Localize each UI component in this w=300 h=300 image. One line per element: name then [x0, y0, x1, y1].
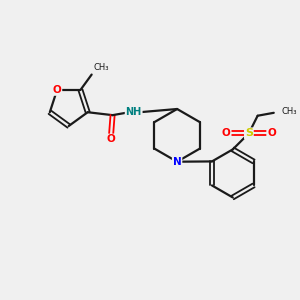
Text: CH₃: CH₃ [281, 107, 297, 116]
Text: O: O [267, 128, 276, 138]
Text: O: O [107, 134, 116, 145]
Text: CH₃: CH₃ [93, 63, 109, 72]
Text: O: O [53, 85, 62, 95]
Text: NH: NH [125, 107, 142, 117]
Text: N: N [173, 157, 182, 167]
Text: S: S [245, 128, 253, 138]
Text: O: O [222, 128, 230, 138]
